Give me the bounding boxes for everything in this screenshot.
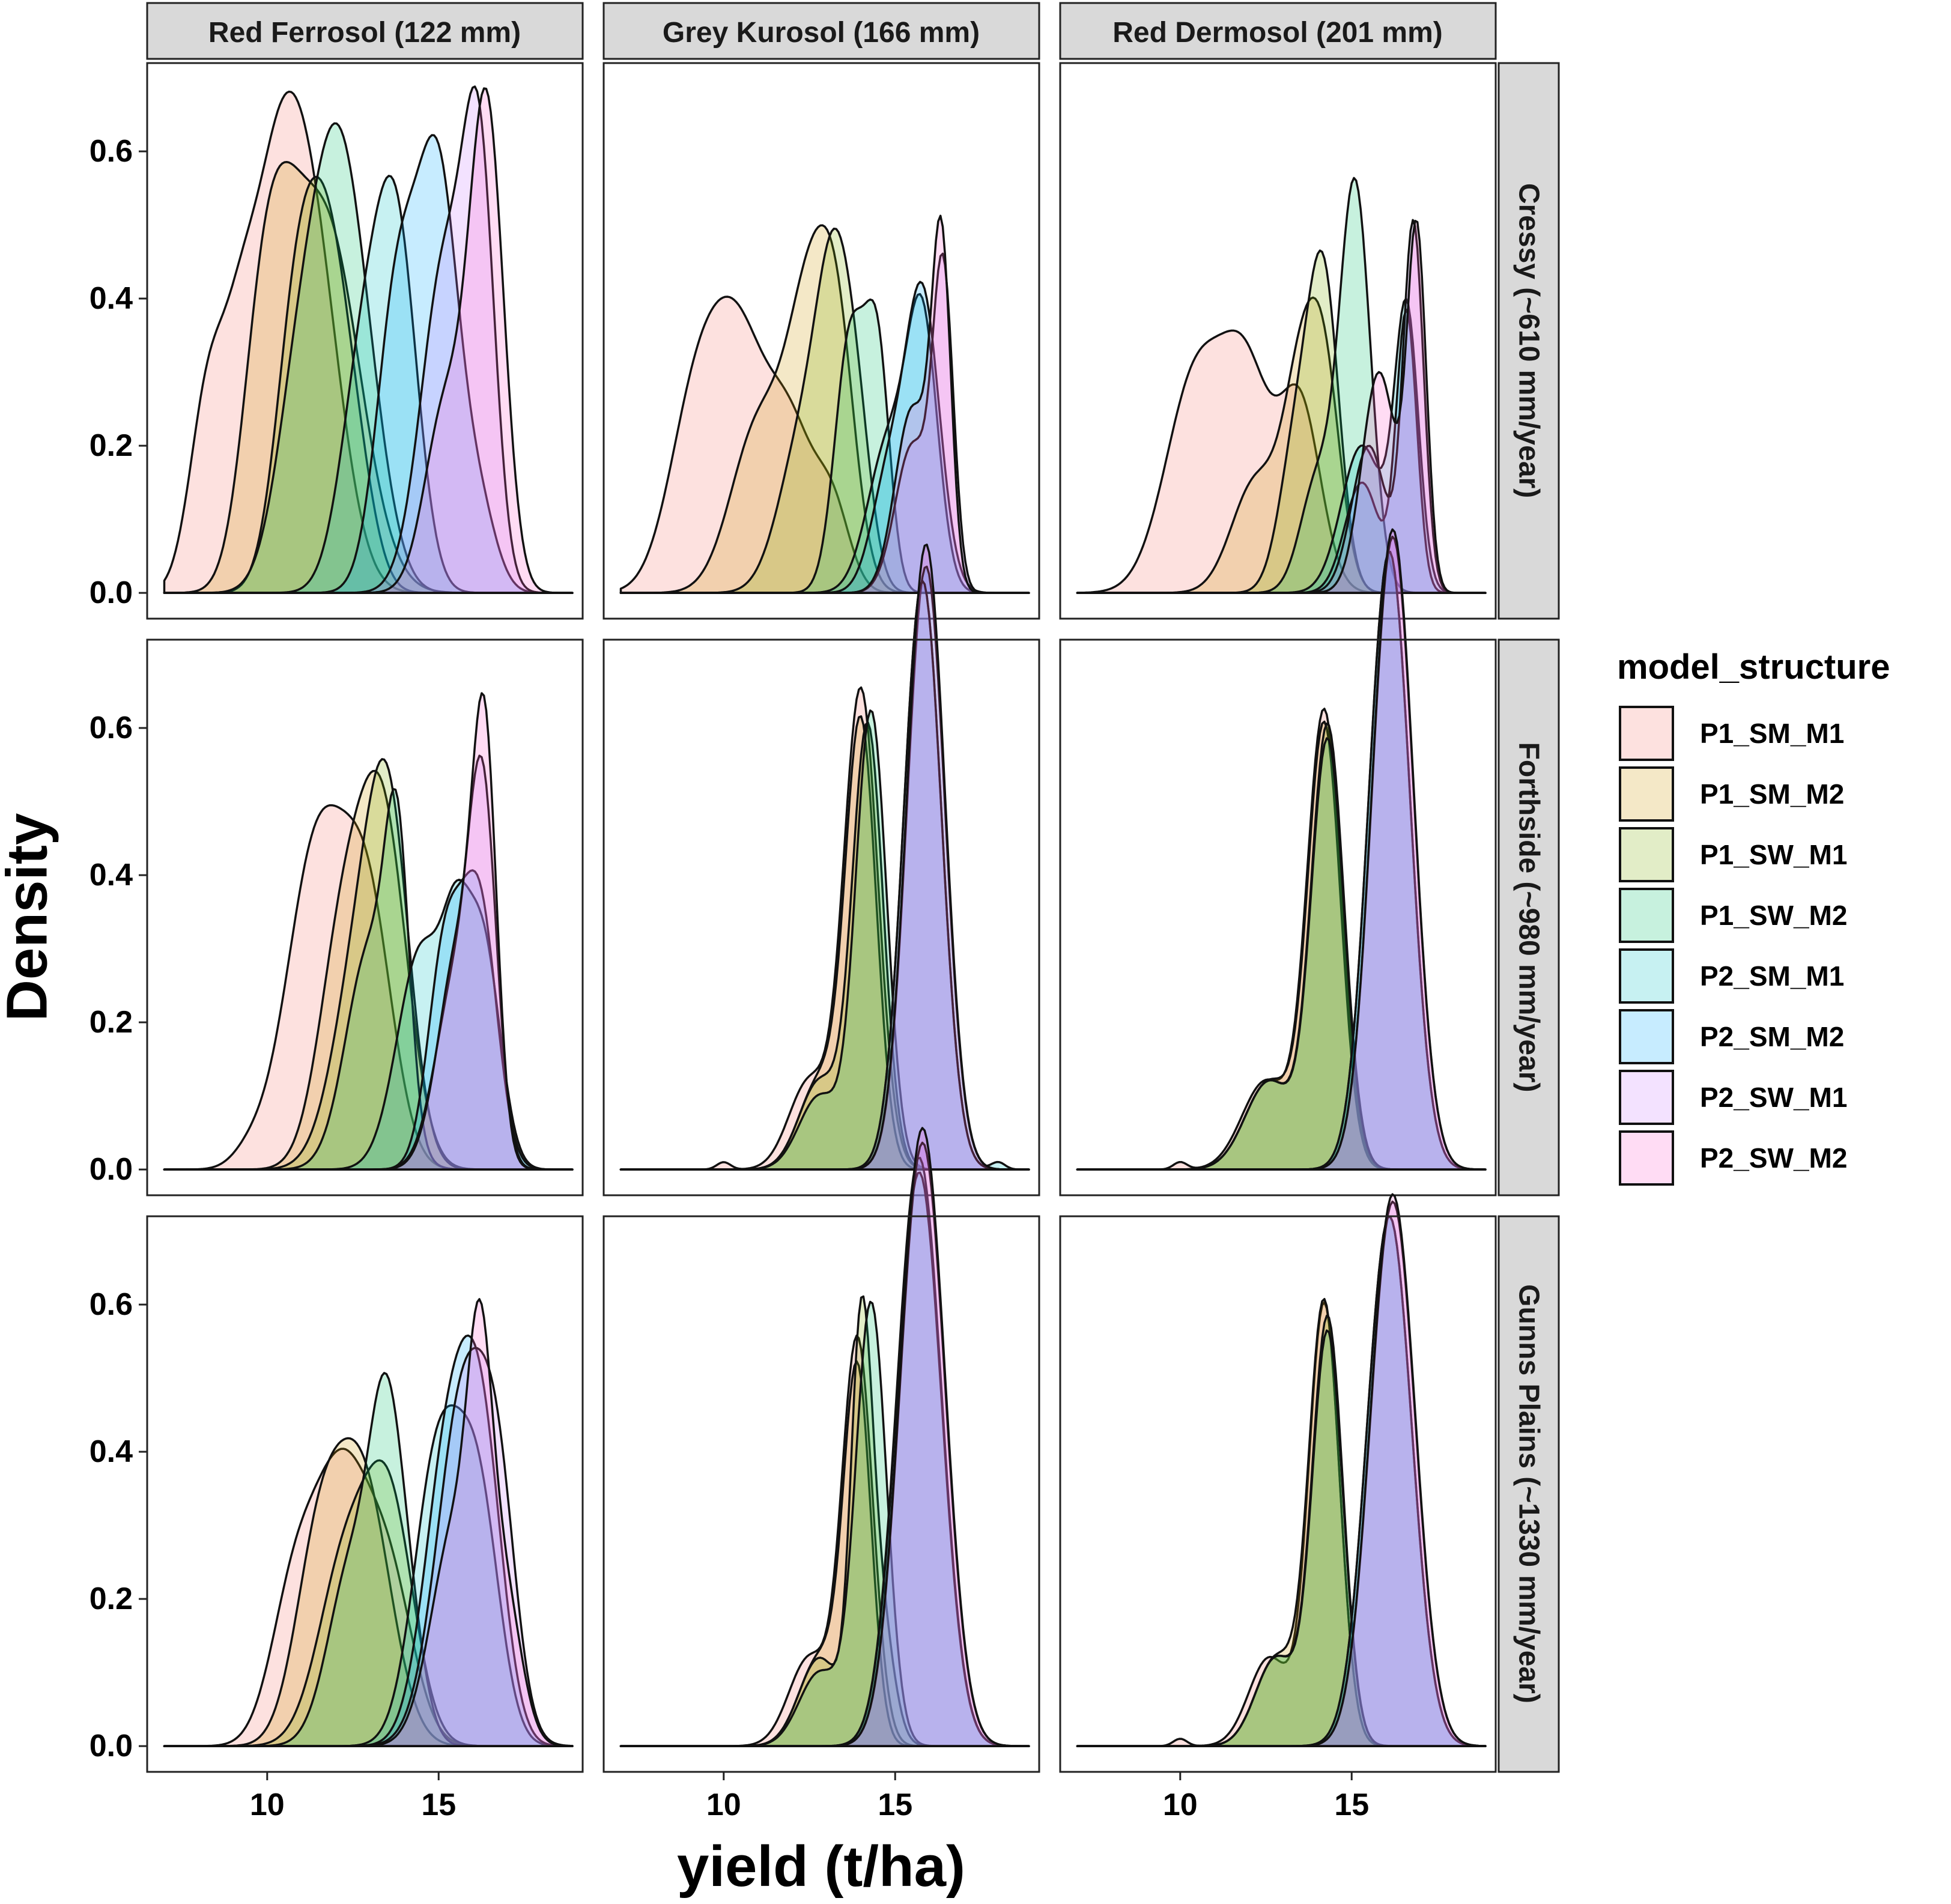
panel-background <box>1060 640 1496 1195</box>
row-strip-label: Forthside (~980 mm/year) <box>1513 742 1545 1093</box>
y-tick-label: 0.0 <box>90 575 133 610</box>
legend: model_structure P1_SM_M1 P1_SM_M2 P1_SW_M1… <box>1617 647 1890 1186</box>
legend-label: P1_SW_M1 <box>1700 839 1847 870</box>
density-curve-p2-sw-m2 <box>163 692 574 1171</box>
legend-entry: P1_SW_M2 <box>1619 888 1847 943</box>
density-curve-p2-sw-m2 <box>1076 1193 1487 1747</box>
legend-entries: P1_SM_M1 P1_SM_M2 P1_SW_M1 P1_SW_M2 P2_SM_M1… <box>1619 706 1847 1186</box>
x-tick-label: 15 <box>1334 1787 1369 1822</box>
legend-key <box>1619 766 1674 822</box>
y-tick-label: 0.4 <box>90 281 133 316</box>
panels-layer <box>146 62 1497 1773</box>
row-strip-label: Cressy (~610 mm/year) <box>1513 183 1545 498</box>
legend-label: P2_SW_M2 <box>1700 1142 1847 1174</box>
panel-border <box>146 638 584 1196</box>
legend-label: P2_SM_M1 <box>1700 960 1844 992</box>
y-axis-title: Density <box>0 813 59 1022</box>
density-curve-p2-sw-m2 <box>1076 528 1487 1171</box>
density-curve-p2-sw-m2 <box>619 544 1030 1171</box>
legend-key <box>1619 1009 1674 1064</box>
legend-label: P2_SW_M1 <box>1700 1082 1847 1113</box>
legend-key <box>1619 1070 1674 1125</box>
y-tick-label: 0.4 <box>90 1434 133 1469</box>
panel-r2-c3 <box>1059 528 1497 1196</box>
column-strip-label: Red Dermosol (201 mm) <box>1112 17 1443 49</box>
panel-background <box>604 63 1039 619</box>
column-strip-label: Grey Kurosol (166 mm) <box>663 17 980 49</box>
row-strip-2: Forthside (~980 mm/year) <box>1497 638 1560 1196</box>
legend-label: P1_SW_M2 <box>1700 900 1847 931</box>
y-tick-label: 0.6 <box>90 1287 133 1322</box>
panel-border <box>1059 1215 1497 1773</box>
panel-r2-c1 <box>146 638 584 1196</box>
panel-r3-c2 <box>602 1127 1040 1773</box>
x-tick-label: 10 <box>250 1787 285 1822</box>
x-tick-label: 15 <box>878 1787 912 1822</box>
panel-background <box>147 1216 583 1772</box>
panel-border <box>602 1215 1040 1773</box>
y-tick-label: 0.4 <box>90 858 133 893</box>
legend-title: model_structure <box>1617 647 1890 687</box>
panel-r1-c3 <box>1059 62 1497 620</box>
panel-border <box>1059 62 1497 620</box>
legend-label: P2_SM_M2 <box>1700 1021 1844 1052</box>
x-tick-label: 10 <box>1163 1787 1198 1822</box>
legend-entry: P2_SW_M2 <box>1619 1130 1847 1186</box>
y-tick-label: 0.2 <box>90 1005 133 1040</box>
panel-r1-c1 <box>146 62 584 620</box>
y-tick-label: 0.0 <box>90 1729 133 1763</box>
x-axis-title: yield (t/ha) <box>677 1834 965 1899</box>
y-tick-label: 0.2 <box>90 428 133 463</box>
panel-border <box>602 638 1040 1196</box>
row-strip-label: Gunns Plains (~1330 mm/year) <box>1513 1284 1545 1703</box>
legend-label: P1_SM_M2 <box>1700 778 1844 810</box>
y-tick-label: 0.2 <box>90 1581 133 1616</box>
density-curve-p2-sw-m2 <box>163 87 574 594</box>
column-strip-2: Grey Kurosol (166 mm) <box>602 2 1040 60</box>
legend-key <box>1619 888 1674 943</box>
panel-r3-c1 <box>146 1215 584 1773</box>
panel-background <box>1060 1216 1496 1772</box>
legend-entry: P1_SW_M1 <box>1619 827 1847 882</box>
density-curve-p2-sw-m2 <box>163 1298 574 1747</box>
density-curve-p2-sw-m2 <box>619 214 1030 594</box>
panel-border <box>146 1215 584 1773</box>
panel-r2-c2 <box>602 544 1040 1196</box>
legend-entry: P1_SM_M2 <box>1619 766 1844 822</box>
x-tick-label: 15 <box>421 1787 456 1822</box>
legend-key <box>1619 827 1674 882</box>
legend-entry: P2_SM_M2 <box>1619 1009 1844 1064</box>
legend-entry: P1_SM_M1 <box>1619 706 1844 761</box>
legend-entry: P2_SW_M1 <box>1619 1070 1847 1125</box>
row-strip-1: Cressy (~610 mm/year) <box>1497 62 1560 620</box>
density-curve-p2-sw-m2 <box>619 1127 1030 1747</box>
panel-border <box>146 62 584 620</box>
legend-label: P1_SM_M1 <box>1700 718 1844 749</box>
density-curve-p2-sw-m2 <box>1076 219 1487 594</box>
panel-r1-c2 <box>602 62 1040 620</box>
x-tick-label: 10 <box>706 1787 741 1822</box>
column-strip-3: Red Dermosol (201 mm) <box>1059 2 1497 60</box>
axes-layer: 0.0 0.2 0.4 0.6 0.0 0.2 0.4 0.6 0.0 0.2 0.4 0.6 10 15… <box>90 134 1369 1822</box>
legend-key <box>1619 1130 1674 1186</box>
column-strip-1: Red Ferrosol (122 mm) <box>146 2 584 60</box>
row-strip-3: Gunns Plains (~1330 mm/year) <box>1497 1215 1560 1773</box>
y-tick-label: 0.6 <box>90 711 133 745</box>
y-tick-label: 0.0 <box>90 1152 133 1187</box>
panel-border <box>602 62 1040 620</box>
panel-border <box>1059 638 1497 1196</box>
legend-key <box>1619 948 1674 1004</box>
legend-key <box>1619 706 1674 761</box>
column-strip-label: Red Ferrosol (122 mm) <box>208 17 521 49</box>
legend-entry: P2_SM_M1 <box>1619 948 1844 1004</box>
panel-r3-c3 <box>1059 1193 1497 1773</box>
y-tick-label: 0.6 <box>90 134 133 169</box>
